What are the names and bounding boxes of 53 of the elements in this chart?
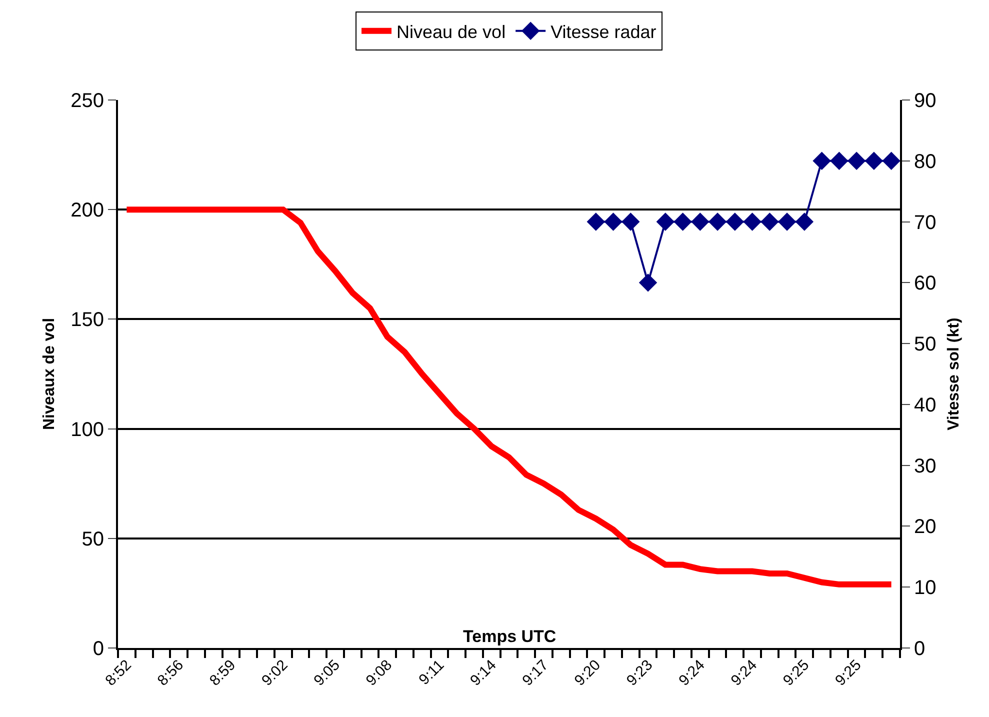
x-tick-label: 9:08 xyxy=(362,656,396,690)
x-tick-label: 9:25 xyxy=(780,656,813,690)
point xyxy=(726,212,744,231)
point xyxy=(743,212,762,231)
point xyxy=(778,212,796,231)
x-tick-label: 9:24 xyxy=(676,656,708,690)
point xyxy=(656,212,674,231)
x-axis-title: Temps UTC xyxy=(463,627,556,646)
y-tick-label: 150 xyxy=(70,309,104,332)
x-tick-label: 9:24 xyxy=(728,656,760,690)
y-tick-label: 100 xyxy=(70,418,104,441)
y2-tick-label: 10 xyxy=(914,577,936,600)
x-tick-label: 9:11 xyxy=(416,656,448,688)
x-tick-label: 9:23 xyxy=(623,656,656,690)
point xyxy=(586,212,605,231)
y2-tick-label: 40 xyxy=(914,394,936,416)
point xyxy=(795,212,814,231)
y2-tick-label: 30 xyxy=(914,455,936,478)
point xyxy=(847,152,866,170)
x-tick-label: 8:52 xyxy=(102,656,135,690)
y-tick-label: 200 xyxy=(70,200,104,222)
legend-label: Niveau de vol xyxy=(396,22,506,42)
y2-tick-label: 70 xyxy=(914,212,936,234)
y2-axis-title: Vitesse sol (kt) xyxy=(945,318,962,430)
y2-tick-label: 60 xyxy=(914,272,936,295)
x-tick-label: 9:14 xyxy=(467,656,500,690)
y2-tick-label: 20 xyxy=(914,516,936,538)
point xyxy=(708,212,727,231)
point xyxy=(830,152,848,170)
legend-label: Vitesse radar xyxy=(550,22,656,42)
point xyxy=(812,152,831,170)
x-tick-label: 8:59 xyxy=(206,656,240,690)
y-tick-label: 0 xyxy=(92,638,104,660)
y2-tick-label: 90 xyxy=(914,90,936,112)
point xyxy=(760,212,779,231)
point xyxy=(622,212,640,231)
y2-tick-label: 0 xyxy=(914,638,926,660)
point xyxy=(882,152,900,170)
x-tick-label: 9:20 xyxy=(571,656,604,690)
x-tick-label: 8:56 xyxy=(154,656,187,690)
point xyxy=(604,212,622,231)
x-tick-label: 9:05 xyxy=(310,656,344,690)
y-tick-label: 250 xyxy=(70,90,104,112)
y2-tick-label: 50 xyxy=(914,334,936,356)
point xyxy=(674,212,692,231)
point xyxy=(864,152,884,170)
point xyxy=(691,212,710,231)
x-tick-label: 9:25 xyxy=(832,656,865,690)
y-axis-title: Niveaux de vol xyxy=(41,318,58,430)
y2-tick-label: 80 xyxy=(914,150,936,173)
point xyxy=(638,274,658,292)
x-tick-label: 9:02 xyxy=(258,656,292,690)
y-tick-label: 50 xyxy=(82,528,104,550)
